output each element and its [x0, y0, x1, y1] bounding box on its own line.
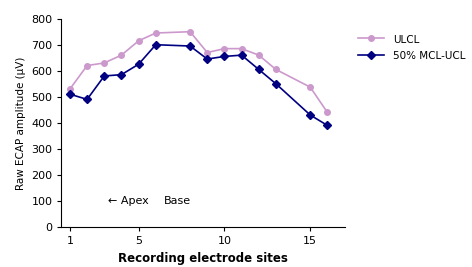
50% MCL-UCL	[118, 73, 124, 76]
ULCL	[325, 111, 330, 114]
Y-axis label: Raw ECAP amplitude (µV): Raw ECAP amplitude (µV)	[16, 56, 25, 190]
50% MCL-UCL	[256, 68, 261, 71]
ULCL	[67, 87, 73, 91]
Line: ULCL: ULCL	[67, 29, 330, 115]
Text: Base: Base	[164, 196, 192, 206]
50% MCL-UCL	[239, 54, 244, 57]
Line: 50% MCL-UCL: 50% MCL-UCL	[67, 42, 330, 128]
50% MCL-UCL	[101, 74, 107, 77]
50% MCL-UCL	[273, 82, 279, 85]
50% MCL-UCL	[221, 55, 227, 58]
ULCL	[256, 54, 261, 57]
ULCL	[187, 30, 193, 33]
50% MCL-UCL	[67, 93, 73, 96]
ULCL	[273, 68, 279, 71]
50% MCL-UCL	[136, 63, 142, 66]
50% MCL-UCL	[307, 113, 313, 117]
ULCL	[101, 61, 107, 65]
ULCL	[118, 54, 124, 57]
ULCL	[204, 51, 210, 54]
ULCL	[307, 85, 313, 89]
50% MCL-UCL	[84, 98, 90, 101]
ULCL	[153, 32, 159, 35]
50% MCL-UCL	[153, 43, 159, 46]
50% MCL-UCL	[325, 124, 330, 127]
ULCL	[221, 47, 227, 50]
ULCL	[239, 47, 244, 50]
ULCL	[136, 39, 142, 42]
X-axis label: Recording electrode sites: Recording electrode sites	[118, 252, 288, 265]
Text: ← Apex: ← Apex	[108, 196, 149, 206]
50% MCL-UCL	[187, 44, 193, 48]
50% MCL-UCL	[204, 57, 210, 61]
ULCL	[84, 64, 90, 67]
Legend: ULCL, 50% MCL-UCL: ULCL, 50% MCL-UCL	[358, 34, 465, 61]
